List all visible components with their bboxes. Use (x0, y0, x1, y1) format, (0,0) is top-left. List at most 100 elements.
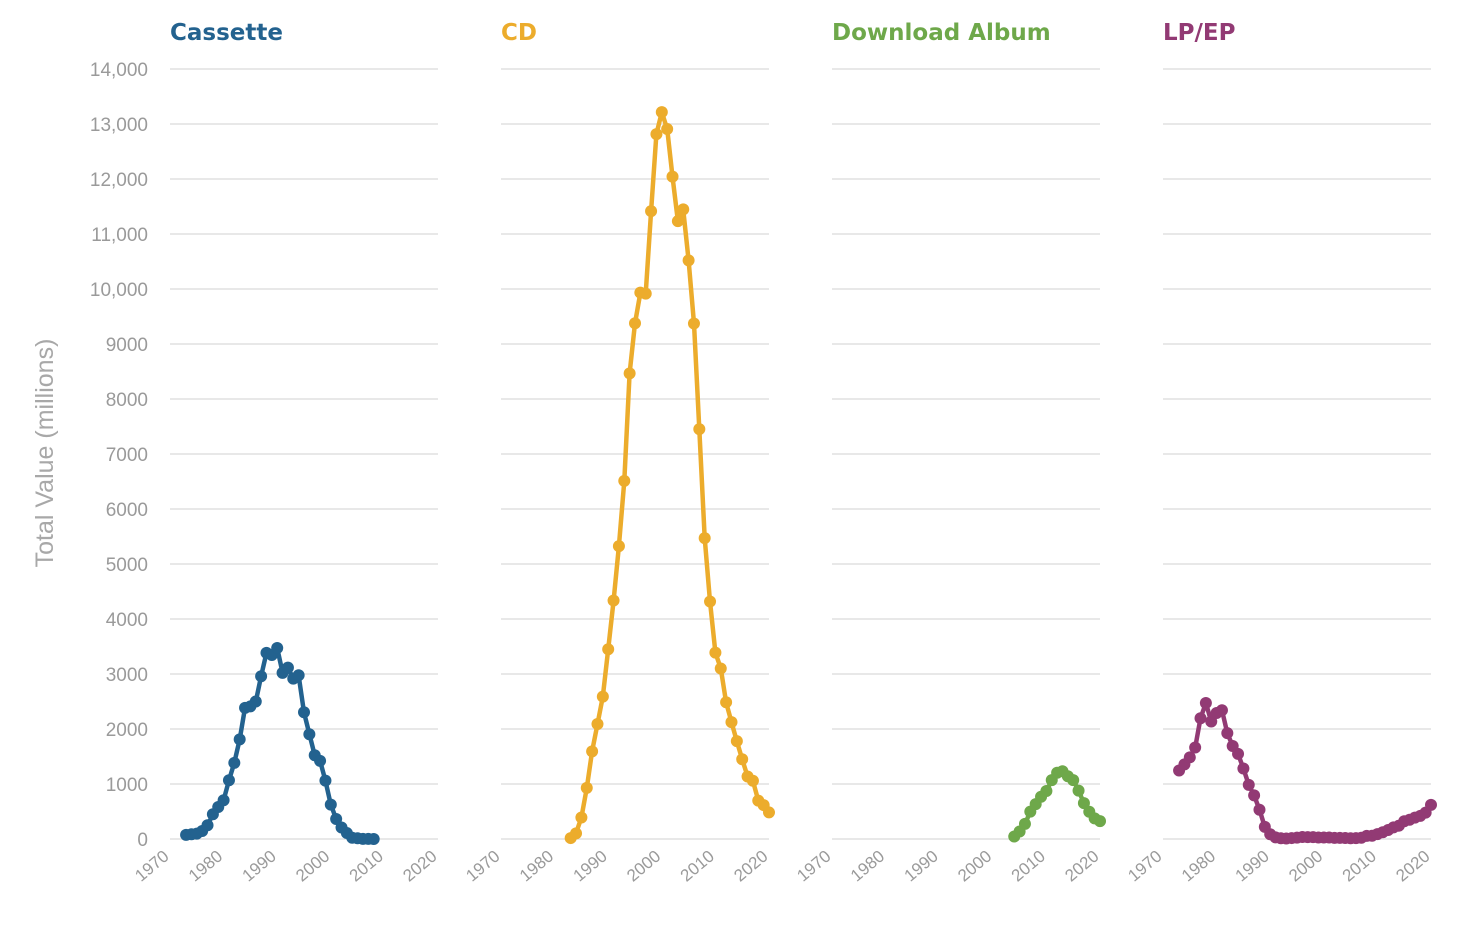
panel-title: Cassette (170, 20, 283, 46)
x-tick-label: 1970 (462, 847, 503, 886)
data-point[interactable] (671, 215, 684, 228)
data-point[interactable] (736, 753, 749, 766)
x-tick-label: 1990 (1232, 847, 1273, 886)
x-tick-label: 2000 (954, 847, 995, 886)
data-point[interactable] (591, 718, 604, 731)
data-point[interactable] (1237, 762, 1250, 775)
data-point[interactable] (596, 690, 609, 703)
data-point[interactable] (763, 806, 775, 819)
data-point[interactable] (746, 774, 759, 787)
y-tick-label: 11,000 (91, 225, 148, 246)
data-point[interactable] (233, 733, 246, 746)
data-point[interactable] (693, 423, 706, 436)
data-point[interactable] (682, 254, 695, 267)
x-tick-label: 1970 (131, 847, 172, 886)
data-point[interactable] (655, 106, 668, 119)
data-point[interactable] (222, 774, 235, 787)
x-tick-label: 2010 (1339, 847, 1380, 886)
data-point[interactable] (580, 781, 593, 794)
x-tick-label: 2020 (1061, 847, 1102, 886)
data-point[interactable] (725, 716, 738, 729)
data-point[interactable] (217, 794, 230, 807)
panel-cd: CD 1970 1980 1990 2000 2010 2020 (462, 20, 775, 885)
data-point[interactable] (1094, 815, 1106, 828)
data-point[interactable] (1221, 727, 1234, 740)
data-point[interactable] (661, 123, 674, 136)
data-point[interactable] (618, 474, 631, 487)
y-tick-label: 7000 (106, 445, 148, 466)
y-tick-label: 5000 (106, 555, 148, 576)
data-point[interactable] (367, 832, 380, 845)
panel-title: Download Album (832, 20, 1051, 46)
panel-title: CD (501, 20, 537, 46)
y-tick-label: 3000 (106, 665, 148, 686)
y-tick-label: 12,000 (90, 170, 148, 191)
data-point[interactable] (324, 798, 337, 811)
data-point[interactable] (612, 540, 625, 553)
panel-cassette: Cassette 1970 1980 1990 2000 2010 2020 (131, 20, 440, 885)
panel-download-album: Download Album 1970 1980 1990 2000 2010 2020 (793, 20, 1106, 885)
data-point[interactable] (629, 317, 641, 330)
y-tick-label: 0 (137, 830, 148, 851)
data-point[interactable] (607, 594, 620, 607)
x-tick-label: 1970 (793, 847, 834, 886)
data-point[interactable] (298, 706, 310, 719)
data-point[interactable] (1248, 789, 1261, 802)
data-point[interactable] (698, 532, 711, 545)
y-tick-label: 13,000 (90, 115, 148, 136)
data-point[interactable] (281, 661, 294, 674)
x-tick-label: 1990 (570, 847, 611, 886)
data-point[interactable] (319, 774, 332, 787)
x-tick-label: 1980 (516, 847, 557, 886)
data-point[interactable] (314, 754, 327, 767)
data-point[interactable] (1205, 715, 1218, 728)
chart-panels: Cassette 1970 1980 1990 2000 2010 2020 CD 1970 19… (131, 20, 1437, 885)
data-point[interactable] (1040, 785, 1053, 798)
data-point[interactable] (1253, 803, 1266, 816)
data-point[interactable] (271, 642, 284, 655)
data-point[interactable] (586, 745, 599, 758)
data-point[interactable] (1072, 784, 1085, 797)
data-point[interactable] (1183, 751, 1196, 764)
data-point[interactable] (1018, 817, 1031, 830)
data-point[interactable] (1077, 797, 1090, 810)
data-point[interactable] (720, 696, 733, 709)
data-point[interactable] (639, 287, 652, 300)
data-point[interactable] (666, 170, 679, 183)
x-tick-label: 1980 (847, 847, 888, 886)
data-point[interactable] (292, 669, 305, 682)
data-point[interactable] (730, 735, 743, 748)
x-tick-label: 1990 (901, 847, 942, 886)
data-point[interactable] (709, 646, 722, 659)
data-point[interactable] (1189, 741, 1202, 754)
y-tick-label: 10,000 (90, 280, 148, 301)
data-point[interactable] (602, 643, 615, 656)
data-point[interactable] (249, 695, 262, 708)
data-point[interactable] (575, 811, 588, 824)
data-point[interactable] (1199, 696, 1212, 709)
data-point[interactable] (1194, 712, 1207, 725)
x-tick-label: 2010 (1008, 847, 1049, 886)
data-point[interactable] (1242, 778, 1255, 791)
data-point[interactable] (228, 756, 241, 769)
data-point[interactable] (1215, 704, 1228, 717)
data-point[interactable] (570, 827, 583, 840)
data-point[interactable] (677, 203, 690, 216)
data-point[interactable] (1067, 774, 1080, 787)
y-tick-label: 6000 (106, 500, 148, 521)
data-point[interactable] (1425, 798, 1437, 811)
data-point[interactable] (645, 205, 658, 218)
data-point[interactable] (201, 819, 214, 832)
data-point[interactable] (623, 367, 636, 380)
data-point[interactable] (303, 728, 316, 741)
y-tick-label: 4000 (106, 610, 148, 631)
data-point[interactable] (255, 670, 268, 683)
data-point[interactable] (650, 128, 663, 141)
data-point[interactable] (687, 317, 700, 330)
x-tick-label: 2000 (1285, 847, 1326, 886)
x-tick-label: 2020 (399, 847, 440, 886)
data-point[interactable] (704, 595, 717, 608)
x-tick-label: 2000 (292, 847, 333, 886)
data-point[interactable] (1232, 747, 1245, 760)
data-point[interactable] (714, 662, 727, 675)
